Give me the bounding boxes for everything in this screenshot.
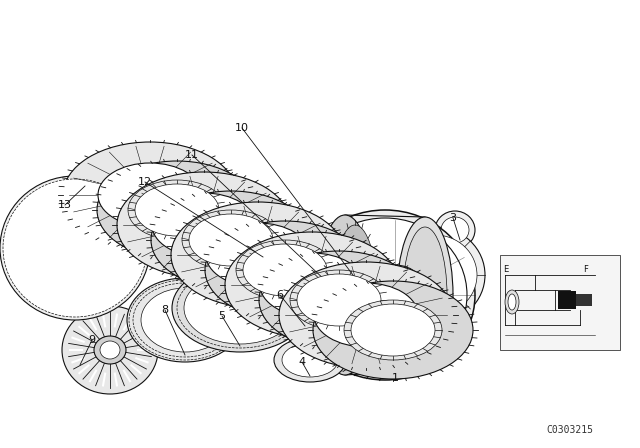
Bar xyxy=(576,294,592,306)
Ellipse shape xyxy=(297,274,381,326)
Text: 2: 2 xyxy=(426,313,433,323)
Ellipse shape xyxy=(505,290,519,314)
Ellipse shape xyxy=(97,161,257,259)
Ellipse shape xyxy=(172,264,308,352)
Ellipse shape xyxy=(189,214,273,266)
Ellipse shape xyxy=(225,232,399,338)
Text: 3: 3 xyxy=(449,213,456,223)
Ellipse shape xyxy=(441,217,469,243)
Ellipse shape xyxy=(10,186,140,310)
Ellipse shape xyxy=(243,244,327,296)
Ellipse shape xyxy=(98,163,202,227)
Text: 5: 5 xyxy=(218,311,225,321)
Ellipse shape xyxy=(290,270,388,330)
Ellipse shape xyxy=(397,217,453,373)
Ellipse shape xyxy=(393,235,477,315)
Ellipse shape xyxy=(206,223,310,287)
Bar xyxy=(558,291,576,309)
Ellipse shape xyxy=(141,288,229,352)
Text: 1: 1 xyxy=(392,373,399,383)
Ellipse shape xyxy=(435,346,445,354)
Text: F: F xyxy=(583,265,588,274)
Ellipse shape xyxy=(237,251,353,325)
Text: 8: 8 xyxy=(161,305,168,315)
Ellipse shape xyxy=(260,253,364,317)
Ellipse shape xyxy=(314,283,418,347)
Ellipse shape xyxy=(3,179,147,317)
Text: 9: 9 xyxy=(88,335,95,345)
Text: 12: 12 xyxy=(138,177,152,187)
Ellipse shape xyxy=(259,251,419,349)
Ellipse shape xyxy=(151,191,311,289)
Ellipse shape xyxy=(152,193,256,257)
Ellipse shape xyxy=(375,277,415,313)
Ellipse shape xyxy=(128,180,226,240)
Ellipse shape xyxy=(385,227,485,323)
Text: E: E xyxy=(503,265,508,274)
Ellipse shape xyxy=(205,221,365,319)
Bar xyxy=(500,255,620,350)
Text: C0303215: C0303215 xyxy=(547,425,593,435)
Text: 6: 6 xyxy=(276,290,284,300)
Ellipse shape xyxy=(62,306,158,394)
Ellipse shape xyxy=(363,265,427,325)
Ellipse shape xyxy=(383,284,407,306)
Text: 4: 4 xyxy=(298,357,305,367)
Ellipse shape xyxy=(225,243,365,333)
Ellipse shape xyxy=(279,262,453,368)
Ellipse shape xyxy=(303,218,467,372)
Ellipse shape xyxy=(313,281,473,379)
Ellipse shape xyxy=(117,172,291,278)
Ellipse shape xyxy=(127,278,243,362)
Text: 10: 10 xyxy=(235,123,249,133)
Ellipse shape xyxy=(508,294,516,310)
Text: 11: 11 xyxy=(185,150,199,160)
Ellipse shape xyxy=(403,227,447,363)
Ellipse shape xyxy=(100,341,120,359)
Text: 13: 13 xyxy=(58,200,72,210)
Ellipse shape xyxy=(236,240,334,300)
Ellipse shape xyxy=(171,202,345,308)
Ellipse shape xyxy=(63,142,237,248)
Ellipse shape xyxy=(94,336,126,364)
Ellipse shape xyxy=(182,210,280,270)
Ellipse shape xyxy=(351,304,435,356)
Ellipse shape xyxy=(295,210,475,380)
Ellipse shape xyxy=(282,343,338,377)
Ellipse shape xyxy=(184,272,296,344)
Ellipse shape xyxy=(435,211,475,249)
Ellipse shape xyxy=(135,184,219,236)
Ellipse shape xyxy=(317,215,373,375)
Ellipse shape xyxy=(333,225,377,365)
Ellipse shape xyxy=(274,338,346,382)
Ellipse shape xyxy=(0,176,150,320)
Ellipse shape xyxy=(344,300,442,360)
